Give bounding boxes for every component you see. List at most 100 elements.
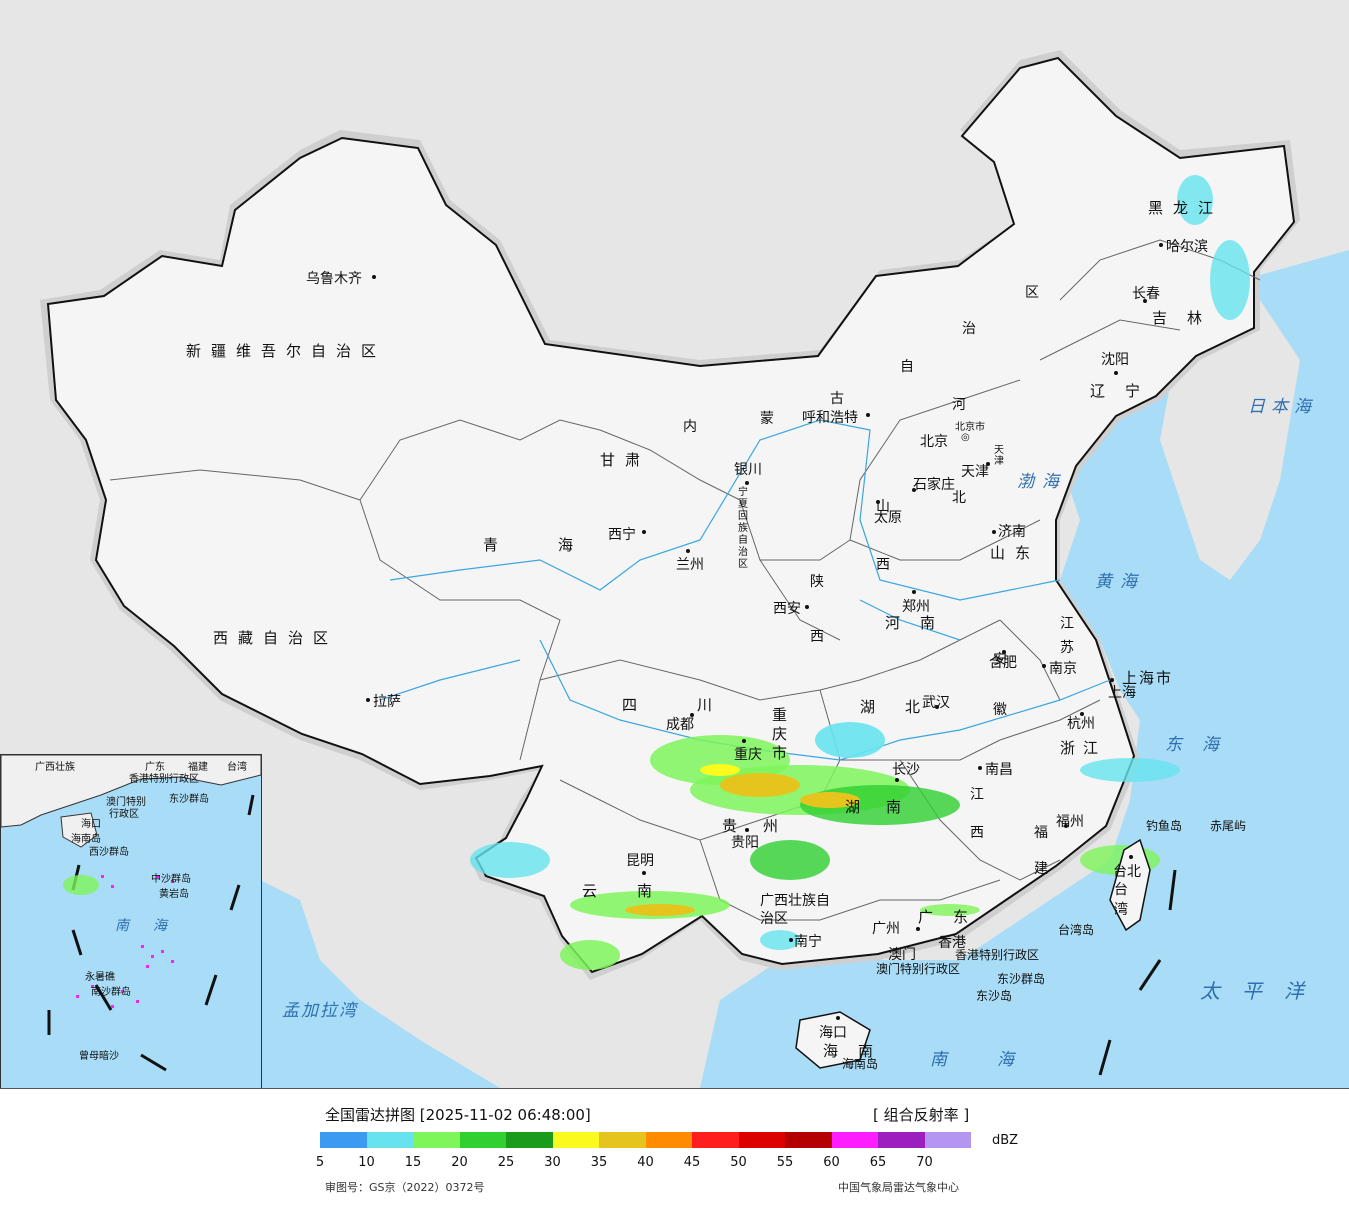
city-lhasa: 拉萨 <box>373 694 401 710</box>
city-yinchuan-dot <box>745 481 749 485</box>
color-scale-tick: 70 <box>916 1155 933 1170</box>
color-scale-bin <box>320 1132 367 1148</box>
region-hebei-1: 河 <box>952 397 966 413</box>
sea-nanhai: 南海 <box>930 1050 1064 1070</box>
inset-label-1: 广东 <box>145 762 165 773</box>
color-scale-tick: 65 <box>869 1155 887 1170</box>
color-scale-tick: 5 <box>315 1155 325 1170</box>
city-taiyuan: 太原 <box>874 510 902 526</box>
region-shaanxi: 陕西 <box>810 574 824 645</box>
region-neimenggu-4: 自 <box>900 359 914 375</box>
city-fuzhou-dot <box>1064 824 1068 828</box>
inset-label-12: 黄岩岛 <box>159 889 189 900</box>
city-macau: 澳门 <box>888 947 916 963</box>
city-hohhot: 呼和浩特 <box>802 410 858 426</box>
city-shijiazhuang: 石家庄 <box>913 477 955 493</box>
rivers <box>379 419 1111 761</box>
inset-label-11: 中沙群岛 <box>151 874 191 885</box>
legend-unit: dBZ <box>992 1133 1019 1148</box>
inset-label-13: 永暑礁 <box>85 972 115 983</box>
city-taipei: 台北 <box>1113 864 1141 880</box>
korea-peninsula <box>1160 300 1300 580</box>
region-guangxi: 广西壮族自治区 <box>760 893 830 927</box>
city-lanzhou-dot <box>686 549 690 553</box>
region-gansu: 甘肃 <box>600 451 651 469</box>
region-chongqing: 重庆市 <box>772 706 788 762</box>
region-qinghai: 青海 <box>483 536 634 554</box>
city-xian: 西安 <box>773 601 801 617</box>
region-guangdong: 广东 <box>918 908 989 926</box>
city-hefei-dot <box>1002 650 1006 654</box>
city-taipei-dot <box>1129 855 1133 859</box>
color-scale-tick: 55 <box>776 1155 794 1170</box>
island-diaoyu: 钓鱼岛 <box>1146 819 1183 833</box>
island-taiwan: 台湾岛 <box>1058 923 1095 937</box>
radar-echoes <box>470 175 1250 970</box>
region-neimenggu-3: 古 <box>830 391 844 407</box>
color-scale-tick: 40 <box>637 1155 654 1170</box>
region-shanghai: 上海市 <box>1122 669 1174 687</box>
city-kunming-dot <box>642 871 646 875</box>
color-scale-bin <box>692 1132 739 1148</box>
inset-label-5: 澳门特别 <box>106 797 146 808</box>
region-neimenggu-6: 区 <box>1025 285 1039 301</box>
region-hainan: 海南 <box>823 1042 894 1060</box>
color-scale-bin <box>366 1132 413 1148</box>
region-xizang: 西藏自治区 <box>213 629 339 647</box>
inset-label-0: 广西壮族 <box>35 762 75 773</box>
city-nanjing: 南京 <box>1049 661 1077 677</box>
legend-title: 全国雷达拼图 [2025-11-02 06:48:00] <box>325 1106 591 1124</box>
color-scale-tick: 50 <box>730 1155 747 1170</box>
bay-of-bengal <box>240 870 500 1088</box>
taiwan-island <box>1109 838 1151 932</box>
city-jinan: 济南 <box>998 524 1026 540</box>
inset-label-2: 福建 <box>188 762 208 773</box>
city-hangzhou-dot <box>1080 712 1084 716</box>
region-neimenggu-5: 治 <box>962 321 976 337</box>
region-liaoning: 辽宁 <box>1090 382 1161 400</box>
city-changsha-dot <box>895 778 899 782</box>
inset-label-6: 行政区 <box>109 809 139 820</box>
color-scale-bin <box>831 1132 878 1148</box>
region-jilin: 吉林 <box>1152 309 1223 327</box>
approval-number: 审图号：GS京（2022）0372号 <box>325 1181 485 1194</box>
island-chiwei: 赤尾屿 <box>1210 819 1247 833</box>
city-haikou: 海口 <box>819 1025 847 1041</box>
region-henan: 河南 <box>885 614 956 632</box>
region-neimenggu-1: 内 <box>683 419 697 435</box>
color-scale-bin <box>506 1132 553 1148</box>
color-scale-tick: 45 <box>683 1155 701 1170</box>
city-guiyang-dot <box>745 828 749 832</box>
inset-sea-nanhai: 南海 <box>115 918 191 934</box>
city-wuhan-dot <box>935 705 939 709</box>
city-lhasa-dot <box>366 698 370 702</box>
city-haikou-dot <box>836 1016 840 1020</box>
inset-label-15: 曾母暗沙 <box>79 1051 119 1062</box>
color-scale-bin <box>878 1132 925 1148</box>
region-hebei-2: 北 <box>952 490 966 506</box>
region-neimenggu-2: 蒙 <box>760 411 774 427</box>
city-shanghai: 上海 <box>1108 685 1136 701</box>
color-scale-bin <box>645 1132 692 1148</box>
city-harbin: 哈尔滨 <box>1166 239 1208 255</box>
sea-riben: 日本海 <box>1248 397 1317 417</box>
city-xian-dot <box>805 605 809 609</box>
color-scale-tick: 30 <box>544 1155 561 1170</box>
city-tianjin-dot <box>986 462 990 466</box>
sea-donghai: 东海 <box>1165 735 1239 755</box>
color-scale-tick: 60 <box>823 1155 840 1170</box>
color-scale-bin <box>459 1132 506 1148</box>
city-changchun: 长春 <box>1132 286 1160 302</box>
color-scale-tick: 10 <box>358 1155 375 1170</box>
city-hangzhou: 杭州 <box>1067 716 1095 732</box>
city-chongqing-dot <box>742 739 746 743</box>
color-scale-bin <box>924 1132 971 1148</box>
capital-icon: ◎ <box>961 432 970 443</box>
inset-label-10: 西沙群岛 <box>89 847 129 858</box>
region-yunnan: 云南 <box>582 882 693 900</box>
inset-label-4: 香港特别行政区 <box>129 774 199 785</box>
region-macau: 澳门特别行政区 <box>876 962 961 976</box>
inset-label-8: 海口 <box>81 819 101 830</box>
region-jiangxi: 江西 <box>970 787 984 841</box>
region-xinjiang: 新疆维吾尔自治区 <box>186 342 387 360</box>
